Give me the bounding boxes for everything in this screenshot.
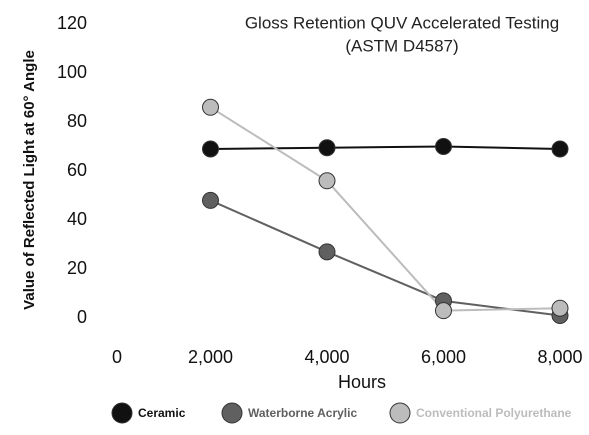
x-tick-label: 6,000: [421, 347, 466, 367]
y-tick-label: 100: [57, 62, 87, 82]
y-tick-label: 120: [57, 13, 87, 33]
x-tick-label: 0: [112, 347, 122, 367]
x-tick-label: 2,000: [188, 347, 233, 367]
legend-label: Conventional Polyurethane: [416, 406, 572, 420]
y-axis-label: Value of Reflected Light at 60° Angle: [21, 50, 38, 310]
series-line: [209, 106, 561, 312]
data-point: [318, 172, 336, 190]
x-tick-label: 8,000: [537, 347, 582, 367]
legend-marker: [221, 402, 243, 424]
data-point: [551, 299, 569, 317]
data-point: [318, 243, 336, 261]
y-tick-label: 20: [67, 258, 87, 278]
data-point: [202, 98, 219, 116]
y-tick-label: 60: [67, 160, 87, 180]
y-tick-label: 40: [67, 209, 87, 229]
legend-marker: [389, 402, 411, 424]
legend-label: Waterborne Acrylic: [248, 406, 357, 420]
data-point: [551, 140, 569, 158]
series-line: [210, 145, 561, 150]
x-axis-label: Hours: [338, 372, 386, 392]
data-point: [318, 139, 336, 157]
series-line: [210, 199, 561, 317]
data-point: [202, 191, 219, 209]
chart-title: (ASTM D4587): [345, 36, 458, 55]
legend-label: Ceramic: [138, 406, 186, 420]
data-point: [202, 140, 219, 158]
y-tick-label: 0: [77, 307, 87, 327]
legend-marker: [111, 402, 133, 424]
data-point: [435, 302, 452, 320]
x-tick-label: 4,000: [304, 347, 349, 367]
data-point: [435, 138, 452, 155]
chart-title: Gloss Retention QUV Accelerated Testing: [245, 13, 559, 32]
y-tick-label: 80: [67, 111, 87, 131]
